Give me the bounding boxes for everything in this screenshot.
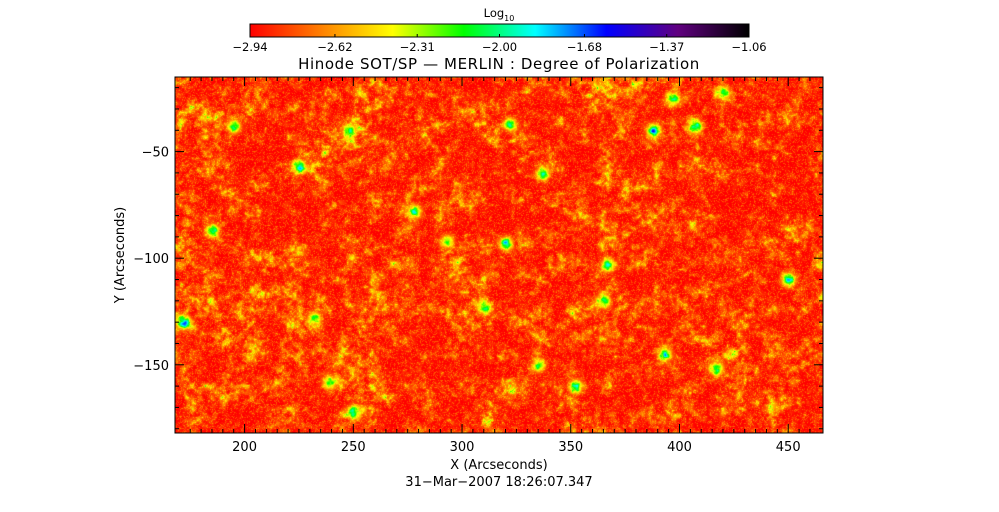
- x-tick-label: 200: [232, 440, 257, 455]
- heatmap-image: [175, 77, 823, 433]
- y-axis: −50 −100 −150: [133, 87, 823, 430]
- colorbar-ticks: −2.94 −2.62 −2.31 −2.00 −1.68 −1.37 −1.06: [232, 34, 767, 54]
- colorbar-tick-label: −2.94: [232, 40, 267, 54]
- timestamp: 31−Mar−2007 18:26:07.347: [405, 475, 592, 490]
- colorbar-tick-label: −2.00: [482, 40, 517, 54]
- colorbar-title-subscript: 10: [504, 14, 514, 23]
- colorbar-title-base: Log: [484, 6, 505, 20]
- plot-area: 200 250 300 350 400 450 −50 −100 −150: [133, 76, 824, 455]
- colorbar: Log10 −2.94 −2.62 −2.31 −2.00 −1.68 −1.37 −1.0…: [232, 6, 766, 54]
- colorbar-title: Log10: [484, 6, 515, 23]
- y-tick-label: −100: [133, 252, 169, 267]
- x-tick-label: 400: [667, 440, 692, 455]
- plot-frame: [174, 76, 824, 434]
- colorbar-tick-label: −1.37: [649, 40, 684, 54]
- colorbar-tick-label: −2.31: [400, 40, 435, 54]
- x-tick-label: 250: [341, 440, 366, 455]
- colorbar-tick-label: −1.68: [567, 40, 602, 54]
- colorbar-tick-label: −2.62: [317, 40, 352, 54]
- y-tick-label: −150: [133, 359, 169, 374]
- x-axis-title: X (Arcseconds): [450, 458, 547, 473]
- y-tick-label: −50: [142, 146, 169, 161]
- colorbar-tick-label: −1.06: [731, 40, 766, 54]
- x-tick-label: 450: [776, 440, 801, 455]
- y-axis-title: Y (Arcseconds): [113, 207, 128, 304]
- x-tick-label: 300: [450, 440, 475, 455]
- x-axis: 200 250 300 350 400 450: [189, 77, 811, 455]
- chart-title: Hinode SOT/SP — MERLIN : Degree of Polar…: [298, 55, 700, 73]
- x-tick-label: 350: [558, 440, 583, 455]
